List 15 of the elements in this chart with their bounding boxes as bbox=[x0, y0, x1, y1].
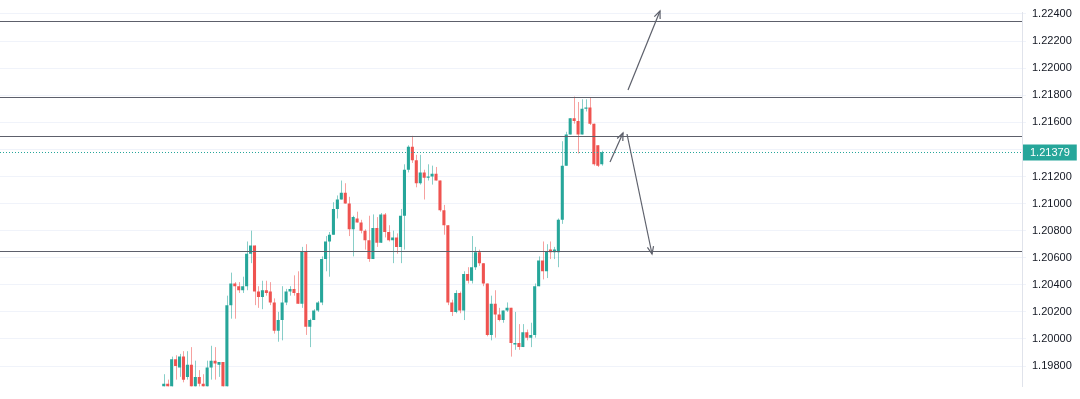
y-tick-label: 1.21600 bbox=[1032, 115, 1072, 128]
ref-line-label: 1.21379 bbox=[1030, 145, 1070, 158]
y-tick-label: 1.21200 bbox=[1032, 169, 1072, 182]
y-tick-label: 1.22400 bbox=[1032, 6, 1072, 19]
y-tick-label: 1.22200 bbox=[1032, 34, 1072, 47]
y-tick-label: 1.20400 bbox=[1032, 277, 1072, 290]
y-tick-label: 1.21800 bbox=[1032, 88, 1072, 101]
y-tick-label: 1.21000 bbox=[1032, 196, 1072, 209]
y-tick-label: 1.20200 bbox=[1032, 304, 1072, 317]
y-tick-label: 1.22000 bbox=[1032, 61, 1072, 74]
y-tick-label: 1.20000 bbox=[1032, 332, 1072, 345]
candlestick bbox=[426, 163, 430, 182]
y-tick-label: 1.19800 bbox=[1032, 359, 1072, 372]
y-tick-label: 1.20600 bbox=[1032, 250, 1072, 263]
y-tick-label: 1.20800 bbox=[1032, 223, 1072, 236]
